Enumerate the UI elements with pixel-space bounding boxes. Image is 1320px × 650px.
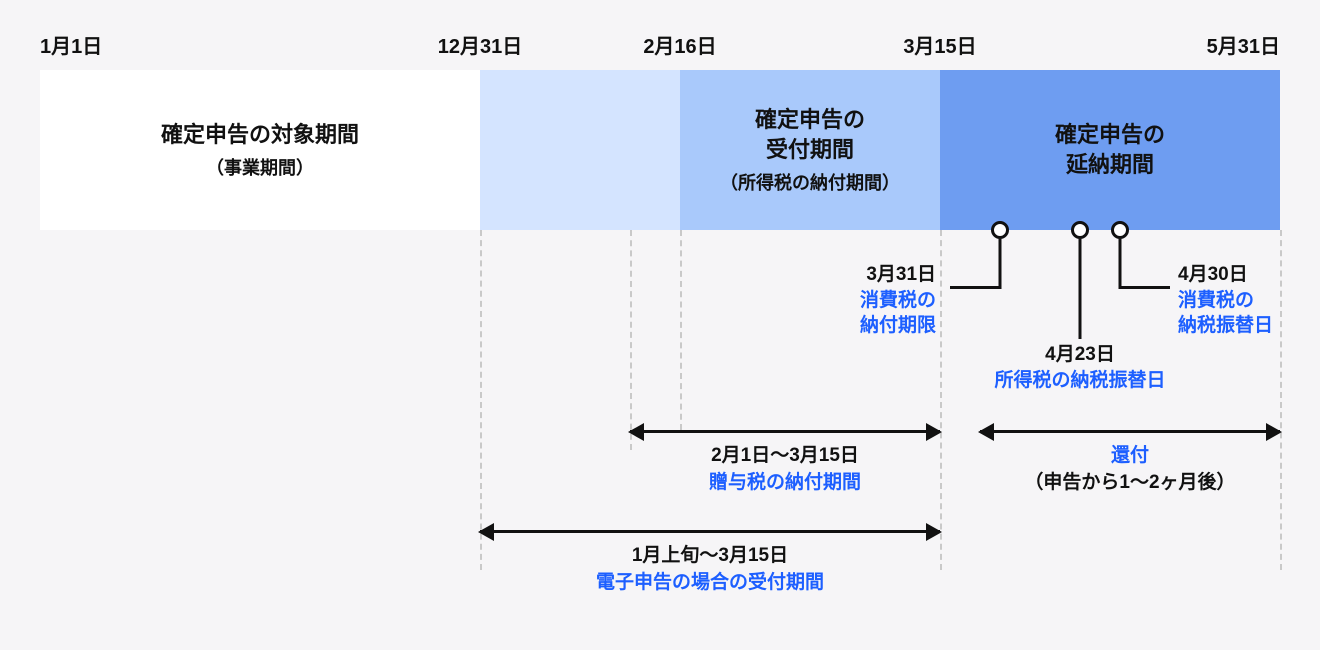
timeline-bar: 確定申告の対象期間 （事業期間） 確定申告の受付期間 （所得税の納付期間） 確定… (40, 70, 1280, 230)
segment-defer-title: 確定申告の延納期間 (1055, 120, 1165, 179)
arrow-gift-line2: 贈与税の納付期間 (630, 470, 940, 497)
segment-target-subtitle: （事業期間） (206, 154, 314, 180)
pin-apr30 (1111, 221, 1129, 239)
arrow-efile-line2: 電子申告の場合の受付期間 (480, 570, 940, 597)
tick-jan1: 1月1日 (40, 30, 102, 59)
callout-apr23-date: 4月23日 (994, 342, 1165, 368)
tick-may31: 5月31日 (1207, 30, 1280, 59)
arrow-efile-label: 1月上旬～3月15日 電子申告の場合の受付期間 (480, 543, 940, 596)
callout-apr23-desc: 所得税の納税振替日 (994, 368, 1165, 394)
guideline-may31 (1280, 230, 1282, 570)
pin-apr30-stem (1119, 239, 1122, 289)
arrow-efile: 1月上旬～3月15日 電子申告の場合の受付期間 (480, 530, 940, 596)
arrow-refund-line2: （申告から1～2ヶ月後） (980, 470, 1280, 497)
arrow-refund: 還付 （申告から1～2ヶ月後） (980, 430, 1280, 496)
arrow-efile-line1: 1月上旬～3月15日 (480, 543, 940, 570)
callout-apr30-desc: 消費税の納税振替日 (1178, 288, 1273, 339)
segment-filing-period: 確定申告の受付期間 （所得税の納付期間） (680, 70, 940, 230)
arrow-gift-line (630, 430, 940, 433)
tax-timeline-chart: 1月1日 12月31日 2月16日 3月15日 5月31日 確定申告の対象期間 … (40, 30, 1280, 230)
guideline-mar15 (940, 230, 942, 570)
callout-mar31: 3月31日 消費税の納付期限 (860, 262, 936, 339)
tick-feb16: 2月16日 (643, 30, 716, 59)
callout-mar31-date: 3月31日 (860, 262, 936, 288)
tick-dec31: 12月31日 (438, 30, 523, 59)
pin-apr30-arm (1120, 286, 1170, 289)
arrow-gift-label: 2月1日～3月15日 贈与税の納付期間 (630, 443, 940, 496)
pin-apr23 (1071, 221, 1089, 239)
guideline-dec31 (480, 230, 482, 570)
pin-mar31-arm (950, 286, 1000, 289)
segment-target-period: 確定申告の対象期間 （事業期間） (40, 70, 480, 230)
tick-labels-row: 1月1日 12月31日 2月16日 3月15日 5月31日 (40, 30, 1280, 70)
pin-mar31 (991, 221, 1009, 239)
segment-filing-title: 確定申告の受付期間 (755, 105, 865, 164)
arrow-refund-line (980, 430, 1280, 433)
pin-apr23-stem (1079, 239, 1082, 339)
callout-apr30: 4月30日 消費税の納税振替日 (1178, 262, 1273, 339)
arrow-efile-line (480, 530, 940, 533)
arrow-gift-tax: 2月1日～3月15日 贈与税の納付期間 (630, 430, 940, 496)
arrow-gift-line1: 2月1日～3月15日 (630, 443, 940, 470)
callout-apr30-date: 4月30日 (1178, 262, 1273, 288)
guideline-feb1 (630, 230, 632, 450)
segment-filing-subtitle: （所得税の納付期間） (720, 169, 900, 195)
arrow-refund-label: 還付 （申告から1～2ヶ月後） (980, 443, 1280, 496)
guideline-feb16 (680, 230, 682, 430)
callout-apr23: 4月23日 所得税の納税振替日 (994, 342, 1165, 393)
segment-prep-period (480, 70, 680, 230)
segment-target-title: 確定申告の対象期間 (161, 120, 359, 150)
tick-mar15: 3月15日 (903, 30, 976, 59)
callout-mar31-desc: 消費税の納付期限 (860, 288, 936, 339)
pin-mar31-stem (999, 239, 1002, 289)
segment-defer-period: 確定申告の延納期間 (940, 70, 1280, 230)
arrow-refund-line1: 還付 (980, 443, 1280, 470)
